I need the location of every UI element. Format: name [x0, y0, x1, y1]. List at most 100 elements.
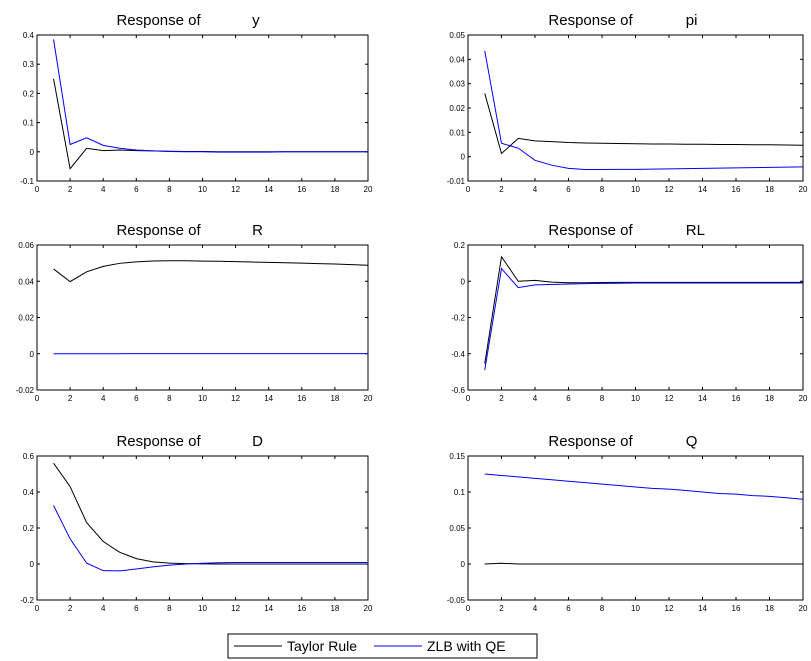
panel-y-ytick-label: -0.1: [20, 177, 34, 186]
panel-y-xtick-label: 8: [167, 185, 172, 194]
panel-r-title-variable: R: [252, 222, 263, 239]
panel-y-xtick-label: 4: [101, 185, 106, 194]
panel-q: Response of Q0 2 4 6 8 10 12 14 16 18 20-0.0500.050…: [447, 433, 808, 613]
panel-r-xtick-label: 18: [330, 394, 339, 403]
panel-r-xtick-label: 12: [231, 394, 240, 403]
panel-rl-xtick-label: 10: [631, 394, 640, 403]
panel-q-xtick-label: 6: [566, 604, 571, 613]
panel-pi-xtick-label: 12: [665, 185, 674, 194]
panel-r-xtick-label: 8: [167, 394, 172, 403]
panel-pi-ytick-label: -0.01: [447, 177, 466, 186]
panel-q-xtick-label: 8: [600, 604, 605, 613]
panel-r-ytick-label: 0.04: [18, 277, 34, 286]
panel-q-xtick-label: 14: [698, 604, 707, 613]
panel-y-xtick-label: 0: [35, 185, 40, 194]
panel-pi-title-prefix: Response of: [548, 12, 633, 29]
panel-rl-title-variable: RL: [686, 222, 705, 239]
panel-rl-axes: [467, 244, 804, 391]
panel-y-ytick-label: 0.1: [23, 119, 35, 128]
panel-r-ytick-label: 0: [30, 350, 35, 359]
panel-y-title-variable: y: [252, 12, 260, 29]
panel-r-line-taylor-rule: [53, 260, 369, 283]
panel-pi-line-zlb-with-qe: [484, 50, 804, 171]
panel-q-xtick-label: 2: [499, 604, 504, 613]
panel-d-ytick-label: 0: [30, 560, 35, 569]
panel-d-line-taylor-rule: [53, 462, 368, 565]
panel-r-xtick-label: 2: [68, 394, 73, 403]
legend: Taylor Rule ZLB with QE: [227, 633, 538, 659]
panel-r-ytick-label: 0.06: [18, 241, 34, 250]
panel-q-axes: [467, 455, 804, 601]
panel-d-xtick-label: 18: [330, 604, 339, 613]
panel-r-xtick-label: 16: [297, 394, 306, 403]
panel-d-xtick-label: 14: [264, 604, 273, 613]
panel-q-ytick-label: -0.05: [447, 596, 466, 605]
panel-r-ytick-label: 0.02: [18, 314, 34, 323]
legend-label-zlb-with-qe: ZLB with QE: [427, 638, 506, 654]
panel-d-xtick-label: 0: [35, 604, 40, 613]
panel-y-xtick-label: 14: [264, 185, 273, 194]
panel-q-xtick-label: 20: [799, 604, 808, 613]
panel-pi-ytick-label: 0.04: [449, 55, 465, 64]
panel-q-title-variable: Q: [686, 433, 698, 450]
legend-label-taylor-rule: Taylor Rule: [287, 638, 357, 654]
panel-pi-xtick-label: 20: [799, 185, 808, 194]
panel-rl-xtick-label: 4: [533, 394, 538, 403]
panel-d-xtick-label: 16: [297, 604, 306, 613]
panel-pi-axes: [467, 34, 804, 182]
panel-pi-xtick-label: 6: [566, 185, 571, 194]
panel-y-ytick-label: 0.4: [23, 31, 35, 40]
panel-rl-ytick-label: -0.4: [451, 350, 465, 359]
panel-rl-ytick-label: 0: [461, 277, 466, 286]
panel-rl-ytick-label: 0.2: [454, 241, 466, 250]
panel-y-xtick-label: 6: [134, 185, 139, 194]
panel-rl-line-taylor-rule: [484, 255, 803, 364]
panel-rl-xtick-label: 12: [665, 394, 674, 403]
panel-pi-ytick-label: 0.05: [449, 31, 465, 40]
panel-pi-ytick-label: 0.01: [449, 128, 465, 137]
panel-d-ytick-label: 0.2: [23, 524, 35, 533]
panel-r-xtick-label: 14: [264, 394, 273, 403]
panel-y-axes: [36, 34, 369, 182]
panel-pi-title-variable: pi: [686, 12, 698, 29]
panel-d-xtick-label: 8: [167, 604, 172, 613]
panel-q-ytick-label: 0: [461, 560, 466, 569]
panel-d-xtick-label: 4: [101, 604, 106, 613]
panel-y-line-zlb-with-qe: [53, 39, 368, 153]
panel-rl-xtick-label: 18: [765, 394, 774, 403]
panel-rl-xtick-label: 20: [799, 394, 808, 403]
panel-q-title-prefix: Response of: [548, 433, 633, 450]
panel-r-axes: [36, 244, 369, 391]
panel-y-xtick-label: 10: [198, 185, 207, 194]
panel-y-title-prefix: Response of: [116, 12, 201, 29]
panel-pi-ytick-label: 0.03: [449, 80, 465, 89]
panel-rl-xtick-label: 8: [600, 394, 605, 403]
panel-pi-xtick-label: 0: [466, 185, 471, 194]
panel-q-xtick-label: 12: [665, 604, 674, 613]
panel-r-title-prefix: Response of: [116, 222, 201, 239]
panel-d-xtick-label: 12: [231, 604, 240, 613]
panel-d-axes: [36, 455, 369, 601]
panel-pi-xtick-label: 4: [533, 185, 538, 194]
panel-pi-xtick-label: 16: [732, 185, 741, 194]
panel-d-title-prefix: Response of: [116, 433, 201, 450]
panel-pi: Response of pi0 2 4 6 8 10 12 14 16 18 20-0.0100.01…: [447, 12, 808, 194]
panel-q-xtick-label: 18: [765, 604, 774, 613]
panel-r-xtick-label: 0: [35, 394, 40, 403]
panel-pi-xtick-label: 14: [698, 185, 707, 194]
panel-d-xtick-label: 2: [68, 604, 73, 613]
panel-d-ytick-label: -0.2: [20, 596, 34, 605]
panel-d-xtick-label: 10: [198, 604, 207, 613]
panel-rl-title-prefix: Response of: [548, 222, 633, 239]
panel-r: Response of R0 2 4 6 8 10 12 14 16 18 20-0.0200.020…: [16, 222, 373, 403]
panel-rl-xtick-label: 6: [566, 394, 571, 403]
panel-y-ytick-label: 0.3: [23, 60, 35, 69]
panel-rl: Response of RL 0 2 4 6 8 10 12 14 16 18 20 -0.6 -0.4 -0…: [451, 222, 808, 403]
panel-r-xtick-label: 20: [364, 394, 373, 403]
panel-rl-xtick-label: 0: [466, 394, 471, 403]
panel-y-xtick-label: 20: [364, 185, 373, 194]
panel-y-ytick-label: 0.2: [23, 89, 35, 98]
panel-d-ytick-label: 0.6: [23, 452, 35, 461]
panel-q-ytick-label: 0.15: [449, 452, 465, 461]
